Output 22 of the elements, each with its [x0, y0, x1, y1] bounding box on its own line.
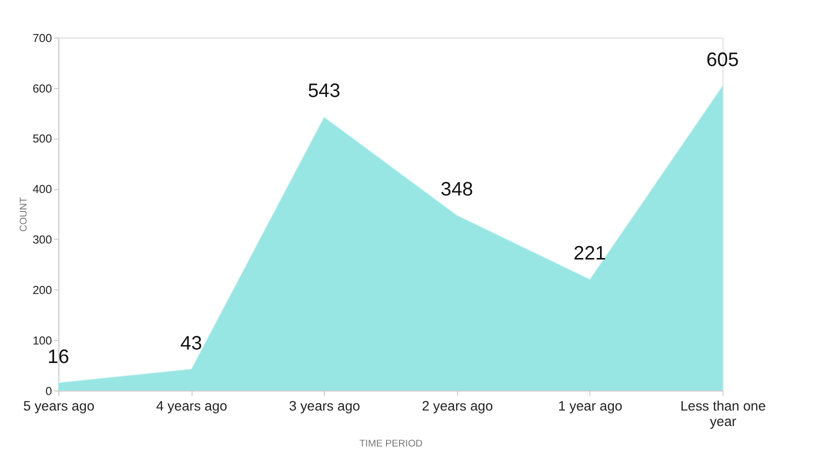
data-label: 348	[440, 178, 474, 201]
x-tick-label: Less than one year	[680, 398, 766, 430]
y-tick-label: 200	[32, 284, 53, 298]
x-tick-label: 1 year ago	[558, 398, 622, 414]
data-label: 221	[574, 242, 606, 265]
y-tick-label: 600	[32, 82, 53, 96]
data-label: 16	[48, 346, 70, 368]
y-axis-title: COUNT	[18, 197, 30, 232]
x-tick-label: 4 years ago	[156, 398, 228, 414]
y-tick-label: 700	[32, 32, 53, 45]
y-tick-label: 100	[32, 334, 53, 348]
x-tick-label: 3 years ago	[288, 398, 360, 414]
data-label: 43	[180, 332, 202, 354]
y-tick-label: 400	[32, 183, 53, 196]
data-label: 543	[308, 80, 340, 102]
y-tick-label: 300	[32, 234, 53, 247]
x-tick-label: 5 years ago	[23, 398, 94, 414]
data-label: 605	[706, 48, 739, 71]
y-tick-label: 500	[32, 132, 53, 146]
y-tick-label: 0	[46, 384, 53, 398]
x-axis-title: TIME PERIOD	[359, 438, 423, 450]
x-tick-label: 2 years ago	[422, 398, 493, 414]
